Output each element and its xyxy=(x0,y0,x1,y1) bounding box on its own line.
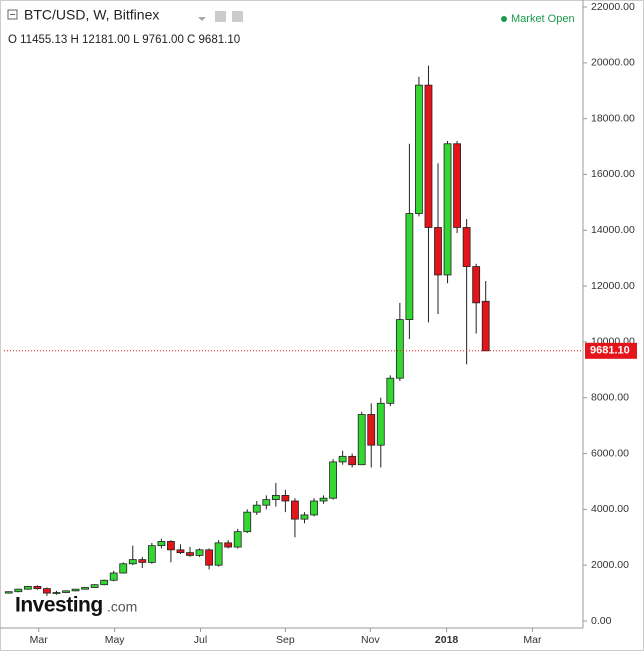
y-tick-label: 4000.00 xyxy=(591,503,629,515)
candle-body xyxy=(424,84,433,228)
candle-body xyxy=(453,143,461,228)
candle-body xyxy=(462,227,471,267)
settings-icon[interactable] xyxy=(232,11,243,22)
candle-body xyxy=(4,591,13,594)
last-price-tag xyxy=(585,342,637,359)
status-dot xyxy=(501,16,507,22)
candle-body xyxy=(109,572,118,581)
candle-body xyxy=(23,585,32,590)
x-tick-label: May xyxy=(105,634,126,646)
candle-body xyxy=(243,511,252,533)
candle-body xyxy=(81,587,89,590)
candle-body xyxy=(415,84,423,214)
watermark-suffix: .com xyxy=(107,599,137,615)
candle-body xyxy=(33,585,42,590)
candle-body xyxy=(157,541,166,547)
candle-body xyxy=(14,588,23,593)
x-tick-label: Jul xyxy=(194,634,207,646)
y-tick-label: 16000.00 xyxy=(591,168,635,180)
candle-body xyxy=(214,542,223,566)
candle-body xyxy=(329,461,337,499)
candle-body xyxy=(472,266,481,304)
watermark: Investing xyxy=(15,594,103,617)
candle-body xyxy=(62,590,70,593)
chart-title: BTC/USD, W, Bitfinex xyxy=(24,7,159,23)
dropdown-icon[interactable] xyxy=(198,17,206,21)
status: Market Open xyxy=(511,13,575,25)
candle-body xyxy=(147,545,156,563)
y-tick-label: 6000.00 xyxy=(591,447,629,459)
y-tick-label: 0.00 xyxy=(591,615,612,627)
last-price-label: 9681.10 xyxy=(590,345,630,357)
candle-body xyxy=(233,531,242,548)
x-tick-label: 2018 xyxy=(435,634,459,646)
candle-body xyxy=(348,455,357,466)
y-tick-label: 18000.00 xyxy=(591,112,635,124)
candle-body xyxy=(224,542,233,548)
candle-body xyxy=(138,559,147,563)
candle-body xyxy=(252,504,261,513)
candle-body xyxy=(262,499,271,506)
candle-body xyxy=(319,497,328,502)
candle-body xyxy=(405,213,414,320)
candle-body xyxy=(300,514,309,520)
candle-body xyxy=(281,495,290,502)
y-tick-label: 8000.00 xyxy=(591,392,629,404)
candle-body xyxy=(167,541,175,551)
collapse-icon[interactable] xyxy=(7,9,18,20)
candle-body xyxy=(310,500,318,516)
ohlc-legend: O 11455.13 H 12181.00 L 9761.00 C 9681.1… xyxy=(8,34,240,46)
candle-body xyxy=(119,563,128,574)
candle-body xyxy=(71,588,80,592)
candle-body xyxy=(338,455,347,463)
y-tick-label: 12000.00 xyxy=(591,280,635,292)
y-tick-label: 22000.00 xyxy=(591,1,635,13)
candle-body xyxy=(367,414,376,446)
candle-body xyxy=(128,559,137,565)
candle-body xyxy=(443,143,452,276)
x-tick-label: Mar xyxy=(30,634,49,646)
y-tick-label: 14000.00 xyxy=(591,224,635,236)
candle-body xyxy=(52,592,61,594)
candle-body xyxy=(291,500,299,520)
candle-body xyxy=(357,414,366,466)
candle-body xyxy=(271,495,280,500)
candle-body xyxy=(376,402,385,446)
candle-body xyxy=(43,588,51,594)
candle-body xyxy=(434,227,442,276)
x-tick-label: Mar xyxy=(523,634,542,646)
candle-body xyxy=(195,549,204,556)
y-tick-label: 2000.00 xyxy=(591,559,629,571)
eye-icon[interactable] xyxy=(215,11,226,22)
candle-body xyxy=(481,300,490,352)
candle-body xyxy=(90,584,99,588)
candle-body xyxy=(386,377,395,404)
candle-body xyxy=(176,549,185,554)
candle-body xyxy=(395,319,404,379)
x-tick-label: Sep xyxy=(276,634,295,646)
candle-body xyxy=(205,549,213,566)
x-tick-label: Nov xyxy=(361,634,380,646)
candle-body xyxy=(100,579,109,586)
y-tick-label: 20000.00 xyxy=(591,57,635,69)
candle-body xyxy=(186,552,194,556)
